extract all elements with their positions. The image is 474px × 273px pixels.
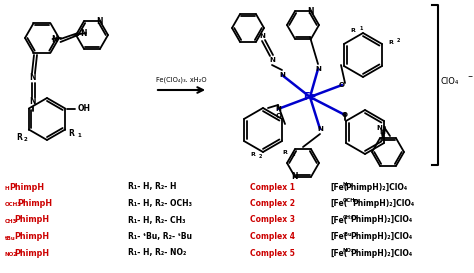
Text: Complex 3: Complex 3 [250,215,295,224]
Text: Fe: Fe [303,92,317,102]
Text: N: N [315,66,321,72]
Text: N: N [51,35,58,44]
Text: R: R [389,40,393,46]
Text: PhimpH)₂]ClO₄: PhimpH)₂]ClO₄ [350,232,412,241]
Text: R₁- H, R₂- CH₃: R₁- H, R₂- CH₃ [128,215,185,224]
Text: N: N [275,106,281,112]
Text: [Fe(: [Fe( [330,199,347,208]
Text: R₁- H, R₂- H: R₁- H, R₂- H [128,182,176,191]
Text: N: N [308,7,314,16]
Text: N: N [292,172,298,181]
Text: 1: 1 [291,152,294,156]
Text: N: N [379,129,385,135]
Text: R: R [283,150,287,155]
Text: N: N [376,125,382,131]
Text: PhimpH: PhimpH [9,182,44,191]
Text: Complex 1: Complex 1 [250,182,295,191]
Text: R₁- ᵗBu, R₂- ᵗBu: R₁- ᵗBu, R₂- ᵗBu [128,232,192,241]
Text: 2: 2 [24,137,27,142]
Text: O: O [276,113,282,119]
Text: R₁- H, R₂- NO₂: R₁- H, R₂- NO₂ [128,248,186,257]
Text: H: H [5,186,9,191]
Text: R: R [68,129,74,138]
Text: N: N [30,73,36,82]
Text: OCH₃: OCH₃ [342,198,357,203]
Text: [Fe(: [Fe( [330,215,347,224]
Text: Fe(ClO₄)₃. xH₂O: Fe(ClO₄)₃. xH₂O [155,77,206,83]
Text: 1: 1 [77,133,81,138]
Text: PhimpH: PhimpH [14,215,49,224]
Text: R₁- H, R₂- OCH₃: R₁- H, R₂- OCH₃ [128,199,192,208]
Text: ClO₄: ClO₄ [441,78,459,87]
Text: 1: 1 [359,26,363,31]
Text: PhimpH: PhimpH [17,199,52,208]
Text: OCH3: OCH3 [5,203,22,207]
Text: [Fe(: [Fe( [330,182,347,191]
Text: PhimpH)₂]ClO₄: PhimpH)₂]ClO₄ [345,182,407,191]
Text: PhimpH)₂]ClO₄: PhimpH)₂]ClO₄ [350,215,412,224]
Text: O: O [339,82,345,88]
Text: tBu: tBu [5,236,16,241]
Text: O: O [342,112,348,118]
Text: CH₃: CH₃ [342,215,353,220]
Text: R: R [351,28,356,34]
Text: 2: 2 [259,153,263,159]
Text: N: N [30,97,36,106]
Text: [Fe(: [Fe( [330,248,347,257]
Text: H: H [342,182,347,187]
Text: N: N [269,57,275,63]
Text: Complex 4: Complex 4 [250,232,295,241]
Text: OH: OH [77,104,90,113]
Text: R: R [251,152,255,156]
Text: N: N [81,28,87,37]
Text: PhimpH: PhimpH [14,248,49,257]
Text: NO2: NO2 [5,252,18,257]
Text: N: N [317,126,323,132]
Text: PhimpH: PhimpH [14,232,49,241]
Text: PhimpH)₂]ClO₄: PhimpH)₂]ClO₄ [350,248,412,257]
Text: PhimpH)₂]ClO₄: PhimpH)₂]ClO₄ [352,199,415,208]
Text: CH3: CH3 [5,219,18,224]
Text: 2: 2 [397,38,401,43]
Text: ᵗBu: ᵗBu [342,232,352,236]
Text: NO₂: NO₂ [342,248,354,253]
Text: R: R [16,133,22,142]
Text: N: N [97,17,103,26]
Text: Complex 2: Complex 2 [250,199,295,208]
Text: −: − [467,73,472,79]
Text: [Fe(: [Fe( [330,232,347,241]
Text: Complex 5: Complex 5 [250,248,295,257]
Text: N: N [279,72,285,78]
Text: N: N [259,33,265,39]
